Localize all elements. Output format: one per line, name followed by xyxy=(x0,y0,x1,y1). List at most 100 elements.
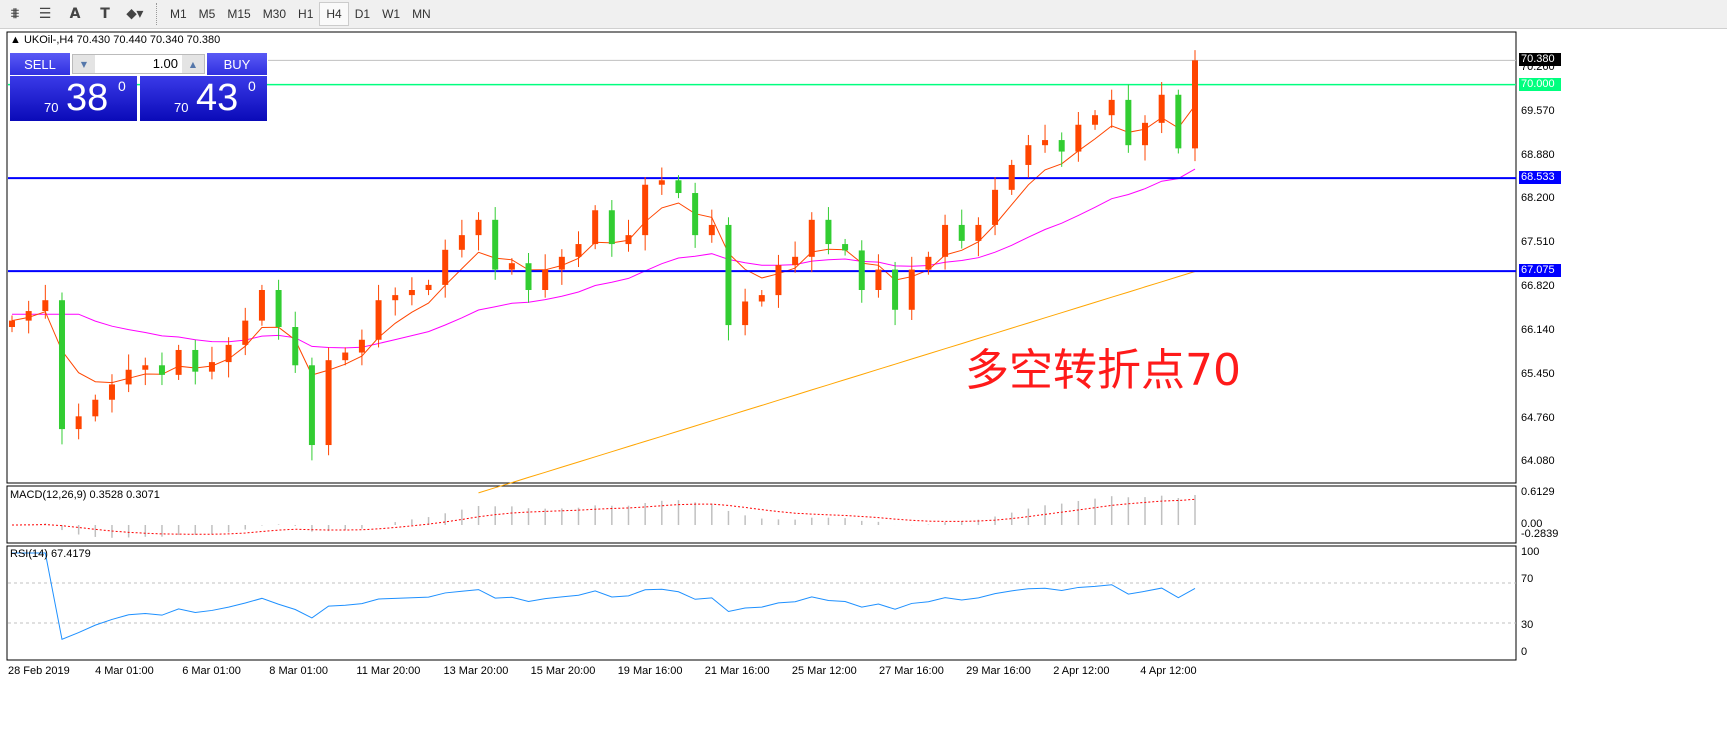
candle-body xyxy=(125,369,132,385)
timeframe-m5[interactable]: M5 xyxy=(198,7,216,21)
lot-stepper: ▼ 1.00 ▲ xyxy=(72,54,205,74)
candle-body xyxy=(925,256,932,270)
lot-input[interactable]: 1.00 xyxy=(152,56,178,71)
candle-body xyxy=(142,365,149,370)
rsi-label: RSI(14) 67.4179 xyxy=(10,548,91,560)
macd-tick: 0.6129 xyxy=(1521,486,1555,498)
time-label: 2 Apr 12:00 xyxy=(1053,665,1110,677)
macd-signal-line xyxy=(11,498,1196,535)
price-tick: 67.510 xyxy=(1521,236,1555,249)
candle-body xyxy=(75,416,82,430)
candle-body xyxy=(1025,145,1032,165)
candle-body xyxy=(892,269,899,310)
rsi-tick: 100 xyxy=(1521,546,1540,558)
chart-canvas[interactable] xyxy=(0,29,1727,750)
candle-body xyxy=(792,256,799,266)
rsi-tick: 70 xyxy=(1521,573,1534,585)
rsi-tick: 0 xyxy=(1521,646,1528,658)
fibonacci-icon[interactable]: ☰ xyxy=(38,6,52,22)
price-tick: 66.820 xyxy=(1521,280,1555,293)
candle-body xyxy=(842,244,849,251)
candle-body xyxy=(158,365,165,375)
candle-body xyxy=(308,365,315,446)
one-click-trading-panel: SELL ▼ 1.00 ▲ BUY 70 38 0 70 43 0 xyxy=(10,53,267,121)
toolbar: ⩨ ☰ A T ⬥▾ M1 M5 M15 M30 H1 H4 D1 W1 MN xyxy=(0,0,1727,29)
price-tick: 68.200 xyxy=(1521,192,1555,205)
timeframe-d1[interactable]: D1 xyxy=(354,7,371,21)
lot-decrease-button[interactable]: ▼ xyxy=(73,55,95,73)
buy-button[interactable]: BUY xyxy=(207,53,267,75)
main-chart-frame xyxy=(6,31,1517,484)
timeframe-mn[interactable]: MN xyxy=(412,7,431,21)
candle-body xyxy=(458,235,465,250)
candle-body xyxy=(592,210,599,245)
candle-body xyxy=(242,320,249,345)
candle-body xyxy=(325,360,332,446)
buy-price-point: 0 xyxy=(248,78,256,94)
macd-label: MACD(12,26,9) 0.3528 0.3071 xyxy=(10,489,160,501)
lot-increase-button[interactable]: ▲ xyxy=(182,55,204,73)
text-icon[interactable]: A xyxy=(69,6,81,22)
ma-mid-line xyxy=(12,168,1196,349)
timeframe-h1[interactable]: H1 xyxy=(298,7,314,21)
candle-body xyxy=(292,327,299,366)
time-label: 6 Mar 01:00 xyxy=(182,665,241,677)
candle-body xyxy=(342,352,349,361)
candle-body xyxy=(475,219,482,236)
candle-body xyxy=(642,184,649,236)
price-tick: 65.450 xyxy=(1521,367,1555,380)
hline-price-tag: 70.000 xyxy=(1519,77,1561,91)
candle-body xyxy=(492,219,499,270)
candle-body xyxy=(408,290,415,296)
timeframe-h4[interactable]: H4 xyxy=(319,2,349,26)
candle-body xyxy=(758,295,765,302)
timeframe-m1[interactable]: M1 xyxy=(170,7,187,21)
candle-body xyxy=(92,399,99,417)
chart-annotation: 多空转折点70 xyxy=(965,345,1241,396)
candle-body xyxy=(708,224,715,236)
candle-body xyxy=(908,269,915,310)
timeframe-m15[interactable]: M15 xyxy=(227,7,251,21)
time-label: 27 Mar 16:00 xyxy=(879,665,944,677)
sell-price-point: 0 xyxy=(118,78,126,94)
candle-body xyxy=(825,219,832,245)
candle-body xyxy=(1175,94,1182,149)
timeframe-m30[interactable]: M30 xyxy=(262,7,287,21)
candle-body xyxy=(725,224,732,326)
candle-body xyxy=(992,189,999,225)
buy-price[interactable]: 70 43 0 xyxy=(140,76,267,121)
price-tick: 66.140 xyxy=(1521,323,1555,336)
candle-body xyxy=(1075,124,1082,152)
candle-body xyxy=(175,349,182,375)
candle-body xyxy=(942,224,949,257)
buy-price-main: 43 xyxy=(196,77,239,119)
time-label: 8 Mar 01:00 xyxy=(269,665,328,677)
candle-body xyxy=(192,349,199,372)
time-label: 19 Mar 16:00 xyxy=(617,665,683,677)
price-tick: 64.760 xyxy=(1521,411,1555,424)
candle-body xyxy=(25,311,32,321)
text-label-icon[interactable]: T xyxy=(100,6,110,22)
symbol-info: UKOil-,H4 70.430 70.440 70.340 70.380 xyxy=(23,34,221,46)
time-label: 11 Mar 20:00 xyxy=(356,665,421,677)
ma-slow-line xyxy=(478,271,1196,494)
timeframe-w1[interactable]: W1 xyxy=(382,7,401,21)
candle-body xyxy=(658,180,665,185)
time-label: 21 Mar 16:00 xyxy=(704,665,770,677)
sell-price-main: 38 xyxy=(66,77,109,119)
sell-price[interactable]: 70 38 0 xyxy=(10,76,137,121)
candle-body xyxy=(375,300,382,340)
sell-button[interactable]: SELL xyxy=(10,53,70,75)
candle-body xyxy=(858,250,865,291)
time-label: 25 Mar 12:00 xyxy=(791,665,857,677)
chart-window[interactable]: ▲ UKOil-,H4 70.430 70.440 70.340 70.380 … xyxy=(0,29,1727,750)
candle-body xyxy=(258,290,265,321)
chart-title: ▲ UKOil-,H4 70.430 70.440 70.340 70.380 xyxy=(10,34,221,46)
candle-body xyxy=(208,362,215,372)
candle-body xyxy=(1192,60,1198,149)
arrows-icon[interactable]: ⬥▾ xyxy=(126,6,144,22)
candle-body xyxy=(1008,164,1015,190)
candle-body xyxy=(525,263,532,291)
hline-price-tag: 67.075 xyxy=(1519,264,1561,278)
elliott-wave-icon[interactable]: ⩨ xyxy=(11,6,19,22)
